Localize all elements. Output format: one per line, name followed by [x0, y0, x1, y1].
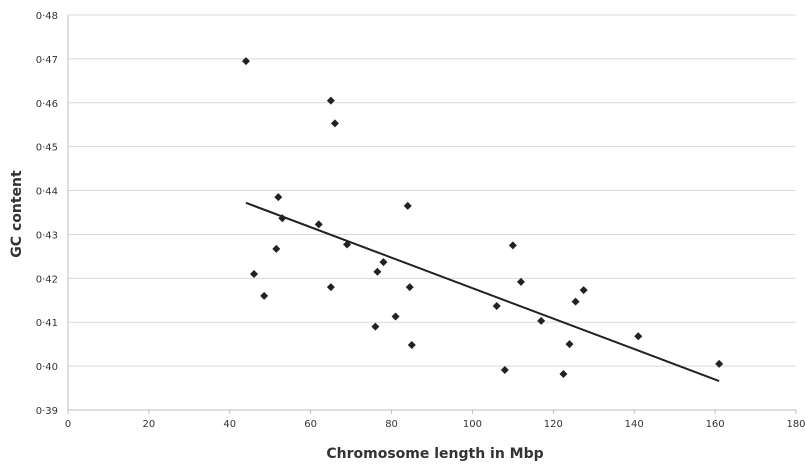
- x-tick-label: 20: [143, 419, 156, 430]
- data-point: [326, 96, 335, 105]
- data-point: [500, 366, 509, 375]
- data-point: [272, 244, 281, 253]
- data-point: [537, 316, 546, 325]
- data-point: [579, 286, 588, 295]
- data-point: [571, 297, 580, 306]
- data-point: [250, 269, 259, 278]
- data-point: [330, 119, 339, 128]
- data-point: [274, 193, 283, 202]
- y-axis-title: GC content: [9, 170, 25, 258]
- data-point: [634, 332, 643, 341]
- x-tick-label: 100: [463, 419, 482, 430]
- y-tick-label: 0·42: [36, 274, 58, 285]
- y-tick-label: 0·43: [36, 230, 58, 241]
- trend-line: [245, 201, 720, 382]
- y-tick-label: 0·48: [36, 11, 58, 22]
- x-tick-labels: 0 20 40 60 80 100 120 140 160 180: [65, 410, 805, 430]
- data-point: [516, 277, 525, 286]
- y-tick-labels: 0·39 0·40 0·41 0·42 0·43 0·44 0·45 0·46 0·47 0·48: [36, 11, 58, 417]
- data-point: [379, 258, 388, 267]
- data-point: [405, 283, 414, 292]
- data-point: [559, 370, 568, 379]
- data-point: [314, 220, 323, 229]
- y-tick-label: 0·46: [36, 99, 58, 110]
- y-tick-label: 0·47: [36, 55, 58, 66]
- x-tick-label: 0: [65, 419, 71, 430]
- data-point: [565, 340, 574, 349]
- data-point: [508, 241, 517, 250]
- data-point: [371, 322, 380, 331]
- data-point: [241, 57, 250, 66]
- y-tick-label: 0·44: [36, 187, 58, 198]
- x-tick-label: 80: [385, 419, 398, 430]
- data-point: [407, 341, 416, 350]
- data-point: [403, 201, 412, 210]
- data-point: [391, 312, 400, 321]
- x-tick-label: 60: [304, 419, 317, 430]
- data-point: [326, 283, 335, 292]
- y-tick-label: 0·39: [36, 406, 58, 417]
- y-tick-label: 0·45: [36, 143, 58, 154]
- y-tick-label: 0·40: [36, 362, 58, 373]
- grid-lines: [68, 14, 796, 367]
- data-point: [260, 291, 269, 300]
- x-tick-label: 140: [625, 419, 644, 430]
- x-tick-label: 180: [786, 419, 805, 430]
- x-tick-label: 40: [223, 419, 236, 430]
- data-point: [715, 359, 724, 368]
- x-tick-label: 160: [706, 419, 725, 430]
- x-axis-title: Chromosome length in Mbp: [326, 446, 543, 462]
- data-points: [241, 57, 724, 379]
- data-point: [492, 301, 501, 310]
- y-tick-label: 0·41: [36, 318, 58, 329]
- x-tick-label: 120: [544, 419, 563, 430]
- data-point: [373, 267, 382, 276]
